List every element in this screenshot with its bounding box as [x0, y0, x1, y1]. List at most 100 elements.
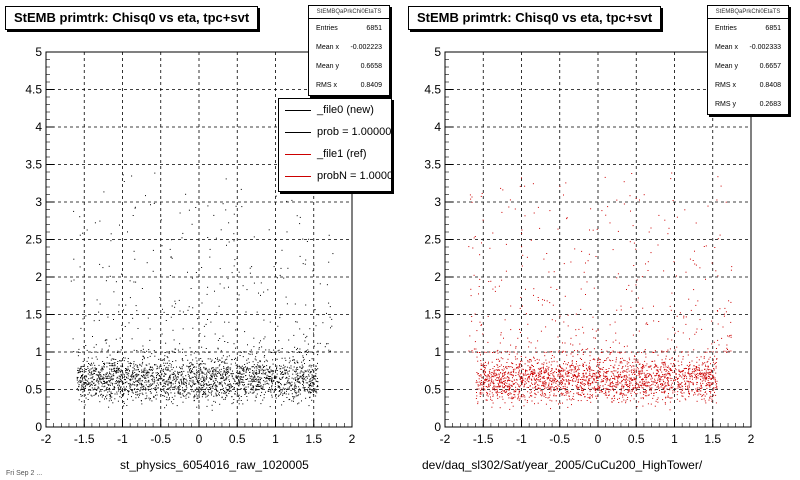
scatter-point: [234, 393, 236, 395]
scatter-point: [642, 405, 644, 407]
scatter-point: [638, 370, 640, 372]
scatter-point: [628, 362, 630, 364]
scatter-point: [139, 389, 141, 391]
scatter-point: [624, 370, 626, 372]
scatter-point: [238, 385, 240, 387]
scatter-point: [647, 366, 649, 368]
scatter-point: [516, 383, 518, 385]
scatter-point: [87, 357, 89, 359]
scatter-point: [286, 303, 288, 305]
scatter-point: [142, 361, 144, 363]
scatter-point: [243, 369, 245, 371]
scatter-point: [632, 334, 634, 336]
scatter-point: [626, 369, 628, 371]
scatter-point: [251, 375, 253, 377]
scatter-point: [215, 369, 217, 371]
scatter-point: [629, 382, 631, 384]
scatter-point: [155, 389, 157, 391]
scatter-point: [669, 358, 671, 360]
scatter-point: [638, 384, 640, 386]
scatter-point: [163, 358, 165, 360]
scatter-point: [91, 377, 93, 379]
scatter-point: [257, 384, 259, 385]
scatter-point: [303, 385, 304, 387]
scatter-point: [469, 194, 471, 196]
scatter-point: [96, 380, 98, 382]
scatter-point: [491, 372, 493, 374]
scatter-point: [199, 364, 201, 366]
scatter-point: [118, 311, 120, 313]
scatter-point: [189, 380, 191, 382]
scatter-point: [228, 222, 230, 224]
scatter-point: [139, 383, 141, 385]
scatter-point: [182, 360, 184, 362]
scatter-point: [252, 392, 254, 394]
scatter-point: [696, 356, 698, 358]
scatter-point: [598, 367, 600, 368]
scatter-point: [200, 367, 201, 369]
scatter-point: [297, 377, 299, 379]
scatter-point: [109, 377, 111, 379]
scatter-point: [552, 380, 554, 382]
scatter-point: [712, 383, 714, 384]
scatter-point: [288, 393, 290, 395]
scatter-point: [213, 395, 215, 397]
scatter-point: [589, 375, 591, 377]
scatter-point: [302, 360, 304, 362]
scatter-point: [283, 389, 285, 390]
scatter-point: [509, 408, 511, 410]
scatter-point: [636, 375, 638, 376]
scatter-point: [616, 392, 618, 394]
y-tick-label: 1.5: [424, 308, 441, 322]
scatter-point: [95, 370, 97, 372]
scatter-point: [123, 405, 125, 407]
scatter-point: [207, 369, 209, 371]
scatter-point: [564, 369, 566, 371]
scatter-point: [117, 386, 119, 388]
scatter-point: [161, 373, 163, 375]
scatter-point: [160, 391, 162, 392]
scatter-point: [577, 350, 579, 352]
scatter-point: [80, 366, 82, 368]
scatter-point: [710, 369, 712, 371]
scatter-point: [708, 382, 710, 384]
scatter-point: [174, 387, 176, 389]
scatter-point: [283, 384, 285, 386]
scatter-point: [504, 383, 505, 385]
scatter-point: [265, 359, 267, 361]
scatter-point: [599, 371, 600, 373]
scatter-point: [92, 369, 94, 371]
scatter-point: [551, 400, 553, 402]
scatter-point: [158, 373, 159, 374]
scatter-point: [680, 370, 682, 372]
scatter-point: [543, 351, 545, 353]
scatter-point: [165, 399, 167, 401]
scatter-point: [220, 374, 222, 376]
scatter-point: [98, 383, 100, 385]
scatter-point: [276, 358, 278, 360]
scatter-point: [240, 400, 242, 401]
scatter-point: [110, 378, 112, 380]
scatter-point: [204, 383, 205, 385]
scatter-point: [100, 374, 102, 376]
scatter-point: [636, 279, 638, 281]
scatter-point: [267, 289, 269, 291]
scatter-point: [260, 379, 261, 381]
scatter-point: [120, 349, 122, 351]
scatter-point: [644, 360, 646, 362]
scatter-point: [92, 376, 94, 378]
scatter-point: [226, 244, 227, 246]
scatter-point: [169, 377, 171, 379]
scatter-point: [596, 389, 598, 391]
scatter-point: [300, 371, 302, 373]
scatter-point: [219, 382, 221, 384]
scatter-point: [310, 382, 312, 384]
scatter-point: [326, 343, 327, 345]
scatter-point: [670, 178, 672, 180]
scatter-point: [91, 373, 93, 375]
scatter-point: [643, 384, 645, 385]
stats-label: RMS x: [316, 82, 337, 89]
scatter-point: [196, 374, 198, 376]
scatter-point: [585, 294, 586, 295]
scatter-point: [125, 304, 127, 306]
